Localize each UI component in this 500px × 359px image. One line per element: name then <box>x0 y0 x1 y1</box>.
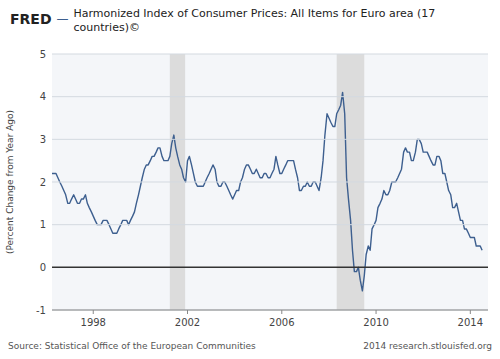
grid-line <box>52 139 488 140</box>
title-separator: — <box>57 12 69 26</box>
data-line <box>52 92 482 290</box>
y-tick-label: 4 <box>40 91 46 102</box>
title-line: Harmonized Index of Consumer Prices: All… <box>74 7 436 20</box>
grid-line <box>52 182 488 183</box>
x-tick-label: 2002 <box>175 317 200 328</box>
x-tick <box>470 310 471 314</box>
x-tick-label: 1998 <box>81 317 106 328</box>
chart: FRED — Harmonized Index of Consumer Prices… <box>0 0 500 359</box>
x-tick <box>93 310 94 314</box>
y-tick-label: 1 <box>40 219 46 230</box>
y-axis-label: (Percent Change from Year Ago) <box>5 110 15 254</box>
x-tick <box>376 310 377 314</box>
y-tick-label: 5 <box>40 49 46 60</box>
x-tick <box>187 310 188 314</box>
title-line: countries)© <box>74 21 140 34</box>
y-tick-label: 3 <box>40 134 46 145</box>
grid-line <box>52 54 488 55</box>
source: Source: Statistical Office of the Europe… <box>8 341 256 351</box>
y-tick-label: 2 <box>40 177 46 188</box>
grid-line <box>52 310 488 311</box>
x-axis-line <box>52 310 488 311</box>
background <box>0 0 500 359</box>
credit: 2014 research.stlouisfed.org <box>363 341 492 351</box>
y-tick-label: 0 <box>40 262 46 273</box>
x-tick-label: 2006 <box>269 317 294 328</box>
x-tick-label: 2014 <box>458 317 483 328</box>
x-tick <box>281 310 282 314</box>
grid-line <box>52 96 488 97</box>
brand: FRED <box>10 11 52 27</box>
grid-line <box>52 224 488 225</box>
x-tick-label: 2010 <box>363 317 388 328</box>
plot-area <box>52 54 488 310</box>
zero-line <box>52 267 488 269</box>
y-tick-label: -1 <box>36 305 46 316</box>
title: Harmonized Index of Consumer Prices: All… <box>74 7 436 34</box>
